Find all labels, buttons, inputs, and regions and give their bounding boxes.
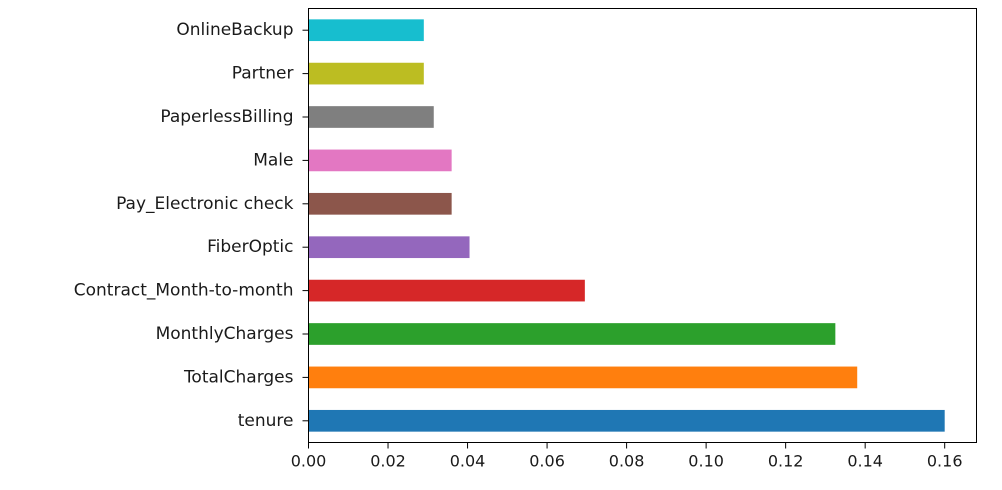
- x-tick-label: 0.10: [688, 452, 724, 471]
- bar-contract-month-to-month: [308, 279, 585, 302]
- x-tick-label: 0.04: [450, 452, 486, 471]
- y-tick-label: Contract_Month-to-month: [74, 281, 294, 301]
- bars-layer: [308, 19, 945, 432]
- y-tick-label: Partner: [232, 64, 294, 84]
- x-tick-label: 0.14: [847, 452, 883, 471]
- x-tick-label: 0.12: [768, 452, 804, 471]
- bar-tenure: [308, 409, 945, 432]
- y-tick-label: OnlineBackup: [176, 20, 293, 40]
- x-axis: 0.00 0.02 0.04 0.06 0.08 0.10 0.12 0.14 0.16: [291, 442, 963, 471]
- y-tick-label: FiberOptic: [207, 237, 293, 257]
- bar-fiberoptic: [308, 236, 470, 259]
- y-tick-label: TotalCharges: [183, 367, 294, 387]
- x-tick-label: 0.06: [529, 452, 565, 471]
- y-tick-label: MonthlyCharges: [156, 324, 294, 344]
- y-tick-label: Pay_Electronic check: [116, 194, 294, 214]
- bar-paperlessbilling: [308, 106, 434, 128]
- x-tick-label: 0.02: [370, 452, 406, 471]
- y-tick-label: PaperlessBilling: [160, 107, 293, 127]
- bar-male: [308, 149, 452, 172]
- y-tick-label: Male: [253, 150, 293, 170]
- x-tick-label: 0.16: [927, 452, 963, 471]
- bar-onlinebackup: [308, 19, 424, 42]
- bar-monthlycharges: [308, 323, 836, 345]
- y-axis: tenure TotalCharges MonthlyCharges Contract…: [74, 20, 309, 431]
- y-tick-label: tenure: [238, 411, 294, 431]
- x-tick-label: 0.08: [609, 452, 645, 471]
- plot-frame: [308, 8, 977, 443]
- x-tick-label: 0.00: [291, 452, 327, 471]
- bar-totalcharges: [308, 366, 858, 389]
- bar-partner: [308, 62, 424, 85]
- bar-pay-electronic-check: [308, 192, 452, 215]
